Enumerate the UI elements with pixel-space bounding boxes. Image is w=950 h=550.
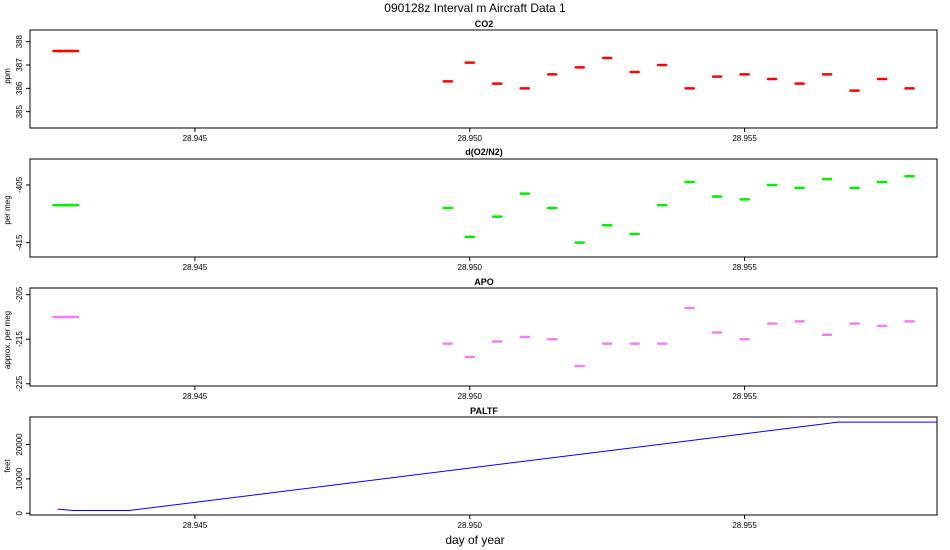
x-tick-label: 28.945 [183,392,208,401]
x-tick-label: 28.955 [732,263,757,272]
data-marks [57,421,937,512]
x-tick-label: 28.950 [458,521,483,530]
panel-title: PALTF [470,406,498,416]
y-tick-label: 20000 [15,433,24,456]
data-marks [52,175,915,244]
plot-frame [29,29,938,129]
figure-title: 090128z Interval m Aircraft Data 1 [384,1,566,15]
plot-frame [29,416,938,516]
x-tick-label: 28.950 [458,134,483,143]
series-line [57,421,937,512]
y-tick-label: 385 [15,104,24,118]
y-axis-label: ppm [3,68,12,84]
y-tick-label: -215 [15,331,24,348]
y-axis-label: per meg [3,195,12,224]
y-tick-label: 0 [15,511,24,516]
axes: 28.945 28.950 28.955 -415 -405 [15,176,757,272]
y-axis-label: feet [3,459,12,473]
axes: 28.945 28.950 28.955 -225 -215 -205 [15,286,757,401]
x-tick-label: 28.945 [183,521,208,530]
y-tick-label: 388 [15,34,24,48]
panel-o2n2: d(O2/N2) per meg 28.945 28.950 28.955 -415 -… [3,147,938,272]
y-tick-label: -405 [15,176,24,193]
panel-co2: CO2 ppm 28.945 28.950 28.955 385 386 387 388 [3,19,938,143]
panel-title: APO [474,277,494,287]
axes: 28.945 28.950 28.955 0 10000 20000 [15,433,757,530]
plot-frame [29,158,938,258]
panel-title: CO2 [475,19,494,29]
y-tick-label: 10000 [15,467,24,490]
axes: 28.945 28.950 28.955 385 386 387 388 [15,34,757,143]
x-tick-label: 28.955 [732,134,757,143]
y-tick-label: -415 [15,234,24,251]
x-tick-label: 28.945 [183,134,208,143]
y-axis-label: approx. per meg [3,311,12,369]
panel-title: d(O2/N2) [465,147,503,157]
data-marks [52,49,915,92]
y-tick-label: -205 [15,286,24,303]
plot-frame [29,287,938,387]
panel-apo: APO approx. per meg 28.945 28.950 28.955 -2… [3,277,938,401]
x-tick-label: 28.950 [458,392,483,401]
data-marks [52,306,915,368]
panel-paltf: PALTF feet 28.945 28.950 28.955 0 10000 20000 [3,406,938,530]
y-tick-label: 386 [15,81,24,95]
y-tick-label: 387 [15,58,24,72]
x-tick-label: 28.950 [458,263,483,272]
x-tick-label: 28.955 [732,521,757,530]
x-axis-label: day of year [445,533,504,547]
y-tick-label: -225 [15,375,24,392]
x-tick-label: 28.955 [732,392,757,401]
x-tick-label: 28.945 [183,263,208,272]
